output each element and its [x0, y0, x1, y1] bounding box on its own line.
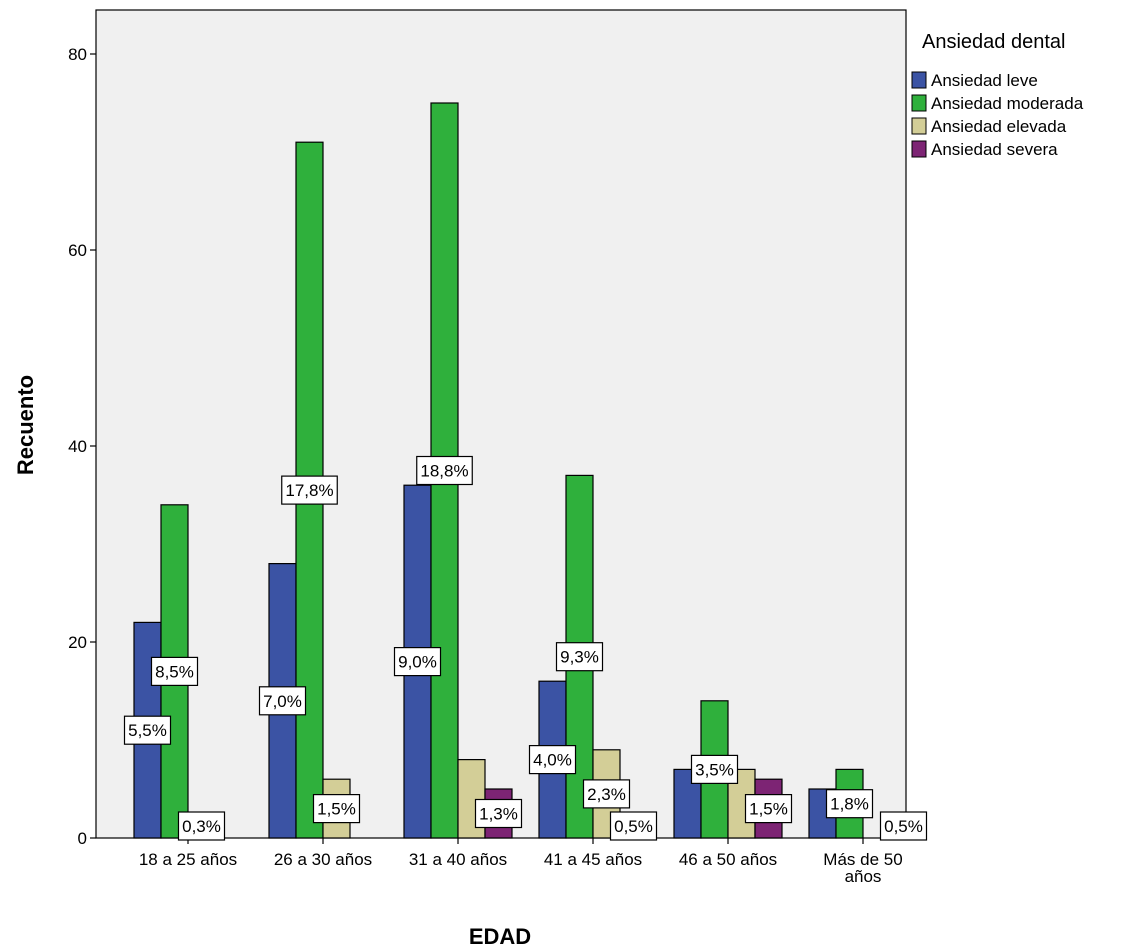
- legend-label: Ansiedad moderada: [931, 94, 1084, 113]
- data-label-text: 9,0%: [398, 653, 437, 672]
- y-axis: 0 20 40 60 80: [68, 45, 96, 848]
- data-label-box: [474, 798, 523, 829]
- data-label-box: [555, 642, 604, 672]
- data-label-1-4: 3,5%: [690, 754, 739, 785]
- data-label-2-1: 1,5%: [312, 793, 361, 824]
- data-label-3-5: 0,5%: [879, 811, 928, 841]
- data-label-text: 5,5%: [128, 721, 167, 740]
- x-tick-label: 31 a 40 años: [409, 850, 507, 869]
- data-label-1-0: 8,5%: [150, 656, 199, 687]
- x-axis: 18 a 25 años 26 a 30 años 31 a 40 años 41 a…: [139, 838, 903, 886]
- data-label-1-3: 9,3%: [555, 642, 604, 672]
- legend-swatch: [911, 140, 927, 158]
- y-tick-label: 80: [68, 45, 87, 64]
- x-tick-label: Más de 50 años: [823, 850, 902, 886]
- data-label-1-5: 1,8%: [825, 789, 874, 819]
- data-label-3-4: 1,5%: [744, 793, 793, 824]
- data-label-0-2: 9,0%: [393, 646, 442, 677]
- data-label-box: [582, 779, 631, 809]
- data-label-text: 1,3%: [479, 805, 518, 824]
- data-label-box: [690, 754, 739, 785]
- data-label-box: [258, 686, 307, 716]
- data-label-text: 0,3%: [182, 817, 221, 836]
- data-label-box: [744, 793, 793, 824]
- y-axis-title: Recuento: [13, 375, 38, 475]
- x-tick-label: 18 a 25 años: [139, 850, 237, 869]
- data-label-text: 0,5%: [884, 817, 923, 836]
- legend-label: Ansiedad leve: [931, 71, 1038, 90]
- legend-swatch: [911, 71, 927, 89]
- legend-item-3: Ansiedad severa: [911, 140, 1058, 159]
- legend-item-2: Ansiedad elevada: [911, 117, 1067, 136]
- x-tick-label: 41 a 45 años: [544, 850, 642, 869]
- data-labels-layer: 5,5% 7,0% 9,0% 4,0% 8,5% 17,8% 18,8% 9,3% 3,5% 1,…: [123, 455, 928, 841]
- data-label-0-0: 5,5%: [123, 715, 172, 745]
- data-label-box: [528, 744, 577, 775]
- y-tick-label: 40: [68, 437, 87, 456]
- data-label-box: [879, 811, 928, 841]
- legend-title: Ansiedad dental: [922, 31, 1065, 53]
- data-label-box: [393, 646, 442, 677]
- data-label-text: 9,3%: [560, 648, 599, 667]
- legend-label: Ansiedad severa: [931, 140, 1058, 159]
- data-label-text: 17,8%: [285, 481, 333, 500]
- plot-background: [95, 9, 907, 839]
- data-label-text: 2,3%: [587, 785, 626, 804]
- y-tick-label: 20: [68, 633, 87, 652]
- data-label-box: [609, 811, 658, 841]
- legend-label: Ansiedad elevada: [931, 117, 1067, 136]
- data-label-3-2: 1,3%: [474, 798, 523, 829]
- data-label-text: 1,5%: [317, 800, 356, 819]
- x-tick-label: 26 a 30 años: [274, 850, 372, 869]
- y-tick-label: 60: [68, 241, 87, 260]
- data-label-box: [123, 715, 172, 745]
- data-label-0-3: 4,0%: [528, 744, 577, 775]
- data-label-box: [177, 811, 226, 841]
- data-label-box: [416, 455, 473, 486]
- data-label-0-1: 7,0%: [258, 686, 307, 716]
- data-label-3-3: 0,5%: [609, 811, 658, 841]
- legend-swatch: [911, 117, 927, 135]
- data-label-text: 8,5%: [155, 662, 194, 681]
- data-label-1-1: 17,8%: [281, 475, 338, 505]
- legend-item-1: Ansiedad moderada: [911, 94, 1084, 113]
- data-label-text: 4,0%: [533, 751, 572, 770]
- bar-2-2: [457, 758, 486, 839]
- x-axis-title: EDAD: [469, 924, 531, 949]
- data-label-text: 0,5%: [614, 817, 653, 836]
- data-label-box: [825, 789, 874, 819]
- data-label-text: 1,5%: [749, 800, 788, 819]
- data-label-2-0: 0,3%: [177, 811, 226, 841]
- data-label-box: [312, 793, 361, 824]
- legend-item-0: Ansiedad leve: [911, 71, 1038, 90]
- data-label-2-3: 2,3%: [582, 779, 631, 809]
- data-label-text: 18,8%: [420, 462, 468, 481]
- x-tick-label: 46 a 50 años: [679, 850, 777, 869]
- legend-swatch: [911, 94, 927, 112]
- data-label-text: 7,0%: [263, 692, 302, 711]
- data-label-box: [150, 656, 199, 687]
- data-label-text: 3,5%: [695, 760, 734, 779]
- data-label-text: 1,8%: [830, 795, 869, 814]
- data-label-box: [281, 475, 338, 505]
- y-tick-label: 0: [78, 829, 87, 848]
- data-label-1-2: 18,8%: [416, 455, 473, 486]
- legend: Ansiedad dental Ansiedad leve Ansiedad mo…: [911, 31, 1084, 159]
